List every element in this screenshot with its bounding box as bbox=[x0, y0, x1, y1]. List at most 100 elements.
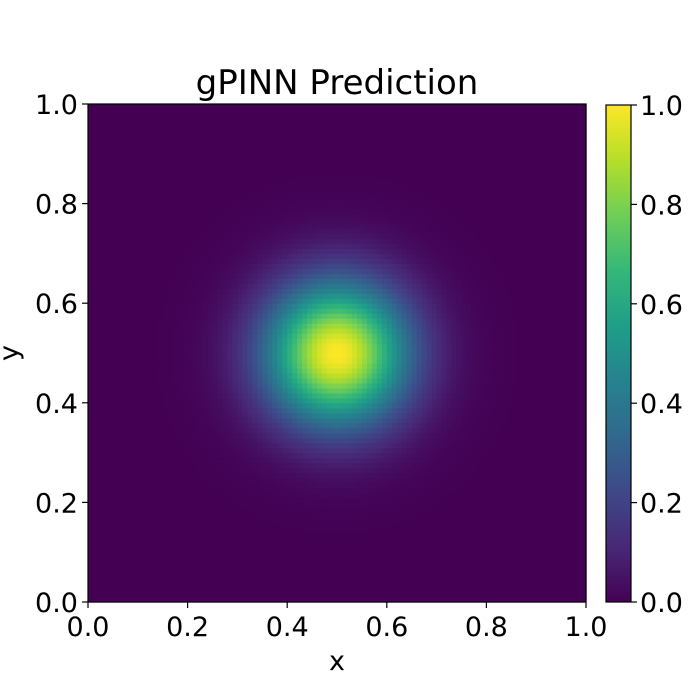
heatmap-cell bbox=[337, 382, 343, 389]
heatmap-cell bbox=[576, 382, 582, 389]
heatmap-cell bbox=[322, 552, 328, 558]
heatmap-cell bbox=[147, 492, 154, 499]
heatmap-cell bbox=[112, 482, 119, 489]
heatmap-cell bbox=[247, 572, 253, 578]
heatmap-cell bbox=[257, 357, 263, 364]
heatmap-cell bbox=[257, 497, 263, 503]
heatmap-cell bbox=[232, 367, 238, 374]
heatmap-cell bbox=[162, 532, 169, 538]
heatmap-cell bbox=[92, 507, 99, 513]
heatmap-cell bbox=[197, 452, 204, 459]
heatmap-cell bbox=[257, 577, 263, 583]
heatmap-cell bbox=[361, 432, 368, 439]
heatmap-cell bbox=[436, 472, 443, 479]
heatmap-cell bbox=[162, 492, 169, 499]
heatmap-cell bbox=[227, 502, 234, 508]
heatmap-cell bbox=[152, 532, 159, 538]
heatmap-cell bbox=[436, 357, 443, 364]
heatmap-cell bbox=[302, 527, 308, 533]
heatmap-cell bbox=[197, 592, 204, 598]
heatmap-cell bbox=[401, 407, 408, 414]
heatmap-cell bbox=[122, 567, 129, 573]
heatmap-cell bbox=[252, 562, 258, 568]
heatmap-cell bbox=[142, 452, 149, 459]
heatmap-cell bbox=[227, 367, 234, 374]
heatmap-cell bbox=[292, 537, 298, 543]
heatmap-cell bbox=[237, 397, 243, 404]
heatmap-cell bbox=[366, 537, 373, 543]
heatmap-cell bbox=[307, 387, 313, 394]
heatmap-cell bbox=[302, 372, 308, 379]
heatmap-cell bbox=[262, 427, 268, 434]
heatmap-cell bbox=[102, 502, 109, 508]
heatmap-cell bbox=[351, 377, 358, 384]
heatmap-cell bbox=[162, 422, 169, 429]
heatmap-cell bbox=[117, 527, 124, 533]
heatmap-cell bbox=[192, 442, 199, 449]
heatmap-cell bbox=[461, 367, 468, 374]
heatmap-cell bbox=[317, 447, 323, 454]
heatmap-cell bbox=[481, 452, 487, 459]
heatmap-cell bbox=[396, 577, 403, 583]
heatmap-cell bbox=[332, 552, 338, 558]
heatmap-cell bbox=[307, 547, 313, 553]
heatmap-cell bbox=[97, 532, 104, 538]
heatmap-cell bbox=[322, 592, 328, 598]
heatmap-cell bbox=[466, 597, 473, 603]
heatmap-cell bbox=[197, 577, 204, 583]
heatmap-cell bbox=[486, 567, 492, 573]
heatmap-cell bbox=[282, 542, 288, 548]
heatmap-cell bbox=[192, 537, 199, 543]
heatmap-cell bbox=[187, 547, 194, 553]
heatmap-cell bbox=[307, 447, 313, 454]
heatmap-cell bbox=[346, 467, 353, 474]
heatmap-cell bbox=[441, 457, 448, 464]
heatmap-cell bbox=[446, 462, 453, 469]
heatmap-cell bbox=[476, 492, 483, 499]
heatmap-cell bbox=[337, 387, 343, 394]
heatmap-cell bbox=[466, 367, 473, 374]
heatmap-cell bbox=[351, 422, 358, 429]
heatmap-cell bbox=[182, 387, 189, 394]
heatmap-cell bbox=[501, 487, 507, 494]
heatmap-cell bbox=[401, 482, 408, 489]
heatmap-cell bbox=[162, 487, 169, 494]
heatmap-cell bbox=[332, 487, 338, 494]
heatmap-cell bbox=[406, 472, 413, 479]
heatmap-cell bbox=[167, 447, 174, 454]
heatmap-cell bbox=[322, 353, 328, 359]
heatmap-cell bbox=[292, 522, 298, 528]
heatmap-cell bbox=[486, 542, 492, 548]
heatmap-cell bbox=[391, 597, 398, 603]
heatmap-cell bbox=[431, 512, 438, 518]
heatmap-cell bbox=[396, 502, 403, 508]
heatmap-cell bbox=[137, 522, 144, 528]
heatmap-cell bbox=[356, 397, 363, 404]
heatmap-cell bbox=[88, 487, 94, 494]
heatmap-cell bbox=[356, 442, 363, 449]
heatmap-cell bbox=[132, 447, 139, 454]
heatmap-cell bbox=[436, 497, 443, 503]
heatmap-cell bbox=[476, 547, 483, 553]
heatmap-cell bbox=[307, 417, 313, 424]
heatmap-cell bbox=[202, 432, 209, 439]
heatmap-cell bbox=[302, 382, 308, 389]
heatmap-cell bbox=[376, 542, 383, 548]
heatmap-cell bbox=[252, 382, 258, 389]
heatmap-cell bbox=[546, 457, 552, 464]
heatmap-cell bbox=[257, 457, 263, 464]
heatmap-cell bbox=[252, 422, 258, 429]
heatmap-cell bbox=[312, 432, 318, 439]
heatmap-cell bbox=[526, 522, 532, 528]
heatmap-cell bbox=[441, 567, 448, 573]
heatmap-cell bbox=[317, 592, 323, 598]
heatmap-cell bbox=[167, 462, 174, 469]
heatmap-cell bbox=[401, 532, 408, 538]
heatmap-cell bbox=[556, 477, 562, 484]
heatmap-cell bbox=[506, 452, 512, 459]
heatmap-cell bbox=[366, 447, 373, 454]
heatmap-cell bbox=[486, 402, 492, 409]
heatmap-cell bbox=[337, 547, 343, 553]
heatmap-cell bbox=[341, 597, 348, 603]
heatmap-cell bbox=[451, 542, 458, 548]
